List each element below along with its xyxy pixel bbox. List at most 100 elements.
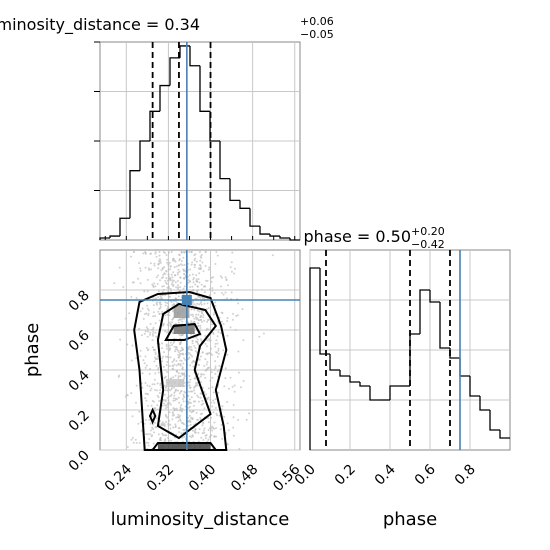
sample-point <box>176 409 179 412</box>
sample-point <box>181 366 184 369</box>
sample-point <box>199 417 202 419</box>
sample-point <box>172 399 175 402</box>
sample-point <box>159 384 162 387</box>
sample-point <box>235 314 238 317</box>
sample-point <box>183 357 185 360</box>
sample-point <box>213 369 216 371</box>
sample-point <box>175 286 178 289</box>
sample-point <box>145 312 148 315</box>
sample-point <box>202 429 205 432</box>
sample-point <box>194 377 197 380</box>
sample-point <box>149 252 152 255</box>
sample-point <box>168 295 171 298</box>
sample-point <box>192 360 195 363</box>
tick-label: 0.6 <box>412 461 439 488</box>
sample-point <box>200 392 203 395</box>
sample-point <box>144 392 147 395</box>
sample-point <box>221 312 224 314</box>
sample-point <box>227 284 229 287</box>
sample-point <box>124 317 127 320</box>
sample-point <box>240 386 242 389</box>
sample-point <box>152 304 155 307</box>
sample-point <box>198 281 201 284</box>
sample-point <box>159 305 162 308</box>
sample-point <box>196 394 199 397</box>
sample-point <box>183 375 186 378</box>
sample-point <box>178 259 181 262</box>
sample-point <box>152 349 155 352</box>
histogram-bin <box>469 376 480 397</box>
sample-point <box>196 285 199 288</box>
sample-point <box>162 323 165 326</box>
sample-point <box>154 252 157 255</box>
sample-point <box>161 267 164 269</box>
sample-point <box>137 422 140 425</box>
sample-point <box>201 386 204 389</box>
sample-point <box>148 372 151 375</box>
sample-point <box>152 334 155 337</box>
contour-middle <box>156 302 218 440</box>
sample-point <box>188 398 191 401</box>
sample-point <box>156 417 158 420</box>
histogram-bin <box>369 386 380 401</box>
sample-point <box>237 418 240 421</box>
sample-point <box>167 290 170 293</box>
sample-point <box>167 388 170 391</box>
sample-point <box>237 350 240 353</box>
sample-point <box>187 400 190 403</box>
contour-inner <box>164 322 202 341</box>
sample-point <box>146 384 149 387</box>
sample-point <box>146 330 149 333</box>
sample-point <box>194 428 197 430</box>
sample-point <box>183 373 186 376</box>
sample-point <box>169 395 172 397</box>
sample-point <box>193 386 196 389</box>
sample-point <box>173 386 176 389</box>
sample-point <box>214 367 217 370</box>
sample-point <box>142 359 145 362</box>
sample-point <box>147 441 150 444</box>
sample-point <box>177 420 180 423</box>
sample-point <box>164 404 167 407</box>
sample-point <box>118 374 121 377</box>
sample-point <box>197 278 200 280</box>
sample-point <box>200 300 203 303</box>
phase-title: phase = 0.50 <box>304 227 411 246</box>
sample-point <box>122 286 125 288</box>
sample-point <box>175 407 178 410</box>
sample-point <box>131 344 134 347</box>
sample-point <box>178 427 181 430</box>
sample-point <box>217 331 220 334</box>
sample-point <box>192 315 195 318</box>
sample-point <box>180 341 182 344</box>
sample-point <box>226 334 229 337</box>
sample-point <box>147 433 149 436</box>
sample-point <box>229 326 232 329</box>
sample-point <box>170 300 173 303</box>
sample-point <box>168 440 170 442</box>
sample-point <box>220 332 222 335</box>
sample-point <box>193 263 196 266</box>
sample-point <box>199 255 202 258</box>
sample-point <box>188 381 191 384</box>
histogram-bin <box>279 236 290 239</box>
sample-point <box>167 285 170 288</box>
sample-point <box>241 308 244 311</box>
sample-point <box>262 332 265 335</box>
sample-point <box>172 332 175 335</box>
sample-point <box>201 297 204 299</box>
sample-point <box>166 305 169 308</box>
sample-point <box>138 327 141 330</box>
sample-point <box>151 333 154 335</box>
sample-point <box>174 281 177 284</box>
sample-point <box>177 286 180 289</box>
sample-point <box>191 342 194 345</box>
tick-label: 0.2 <box>332 462 359 489</box>
sample-point <box>210 280 213 283</box>
sample-point <box>153 409 156 412</box>
sample-point <box>169 287 172 290</box>
sample-point <box>217 391 220 394</box>
sample-point <box>150 429 153 432</box>
sample-point <box>223 415 226 418</box>
sample-point <box>183 381 186 384</box>
